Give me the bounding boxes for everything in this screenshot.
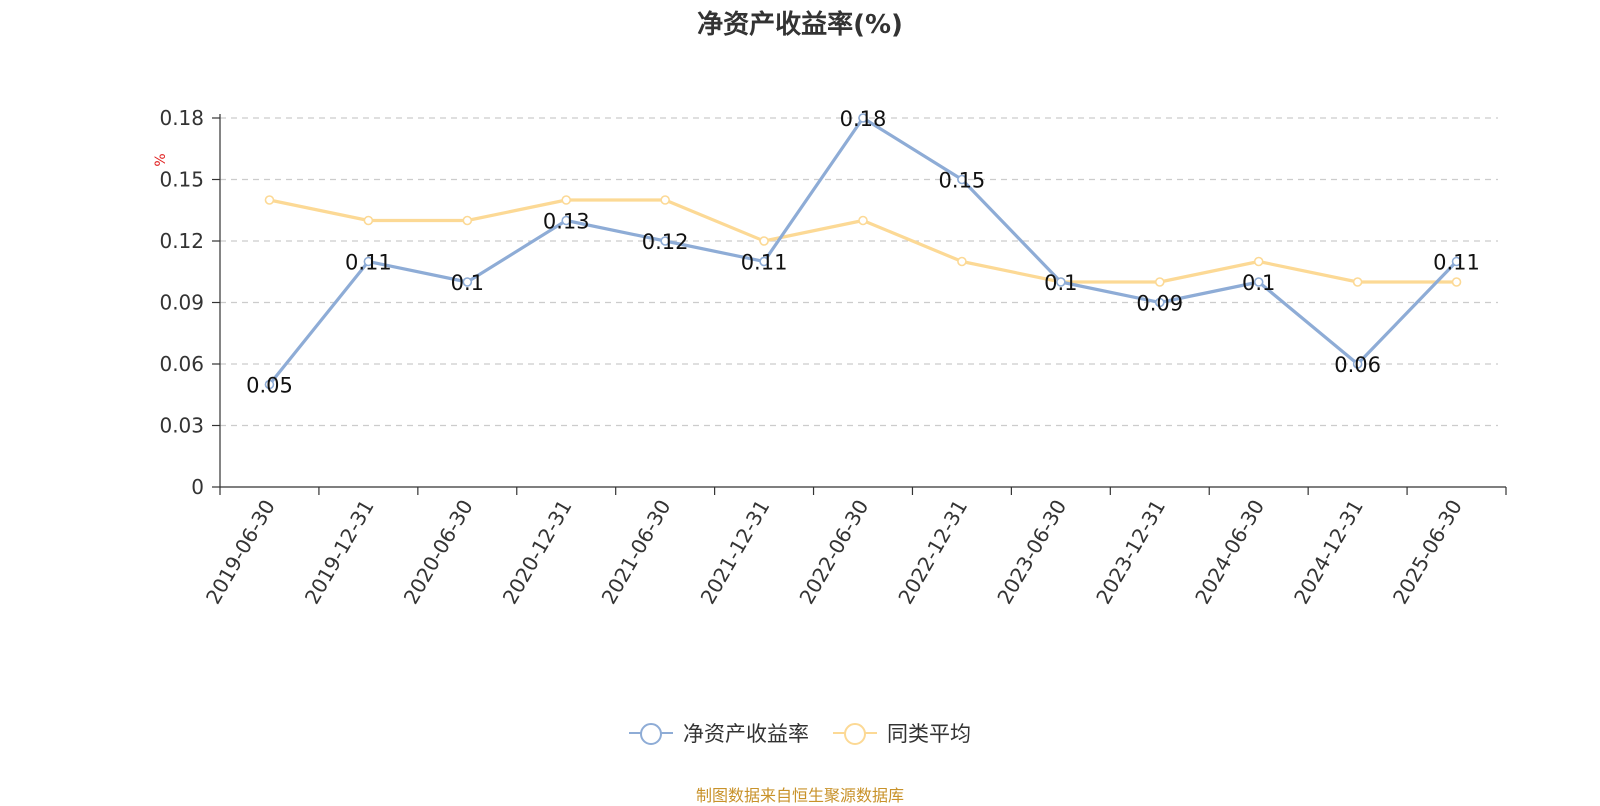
legend-marker-peer-average [833,723,877,745]
data-label: 0.11 [741,251,788,275]
line-chart: 0 0.03 0.06 0.09 0.12 0.15 0.18% 2019-06-30 2019… [153,106,1507,609]
x-tick-label: 2021-12-31 [696,496,775,609]
series-line-0 [268,116,1458,386]
data-point [1451,256,1462,267]
data-point [1352,359,1363,369]
x-tick-label: 2019-12-31 [300,496,379,609]
data-point [1352,277,1363,287]
data-label: 0.18 [840,107,887,131]
data-point [462,215,473,226]
x-tick-label: 2020-06-30 [399,496,478,609]
y-tick-label: 0.09 [159,291,204,315]
data-point [660,236,670,246]
data-label: 0.15 [939,169,986,193]
data-point [462,277,473,287]
data-point [660,195,670,205]
data-label: 0.13 [543,210,590,234]
data-point [759,236,769,246]
data-label: 0.09 [1136,292,1183,316]
y-tick-label: 0.12 [159,229,204,253]
x-tick-label: 2021-06-30 [597,496,676,609]
data-source-note: 制图数据来自恒生聚源数据库 [695,786,904,805]
x-tick-label: 2020-12-31 [498,496,577,609]
y-tick-label: 0.15 [159,168,204,192]
data-point [1253,256,1264,267]
data-point [1253,277,1264,287]
x-tick-label: 2019-06-30 [201,496,280,609]
data-point [858,113,868,123]
x-tick-label: 2023-06-30 [992,496,1071,609]
data-point [1056,277,1066,287]
data-point [264,195,275,205]
x-tick-label: 2022-12-31 [893,496,972,609]
x-tick-label: 2024-06-30 [1190,496,1269,609]
y-tick-label: 0.03 [159,414,204,438]
data-label: 0.06 [1334,353,1381,377]
y-axis-label: % [153,153,169,166]
legend-item-roe[interactable]: 净资产收益率 [629,718,809,748]
y-tick-label: 0.06 [159,352,204,376]
data-label: 0.1 [1242,271,1275,295]
data-point [1154,277,1165,287]
data-point [363,215,374,226]
legend-label-roe: 净资产收益率 [683,722,809,746]
data-point [1451,277,1462,287]
data-point [1154,297,1165,308]
data-point [363,256,374,267]
x-tick-label: 2023-12-31 [1091,496,1170,609]
legend-label-peer-average: 同类平均 [887,722,971,746]
data-label: 0.05 [246,374,293,398]
data-point [858,215,868,226]
y-tick-label: 0.18 [159,106,204,130]
x-tick-label: 2024-12-31 [1289,496,1368,609]
data-label: 0.12 [642,230,689,254]
data-label: 0.1 [1044,271,1077,295]
data-point [561,195,572,205]
legend-marker-roe [629,723,673,745]
y-tick-label: 0 [191,475,204,499]
data-label: 0.11 [345,251,392,275]
x-tick-label: 2025-06-30 [1388,496,1467,609]
data-label: 0.1 [451,271,484,295]
data-point [561,215,572,226]
legend-item-peer-average[interactable]: 同类平均 [833,718,971,748]
data-point [264,379,275,390]
data-label: 0.11 [1433,251,1480,275]
data-point [957,174,967,185]
x-tick-label: 2022-06-30 [794,496,873,609]
data-point [957,256,967,267]
data-point [759,256,769,267]
legend: 净资产收益率 同类平均 [0,718,1600,748]
chart-title: 净资产收益率(%) [697,10,903,40]
